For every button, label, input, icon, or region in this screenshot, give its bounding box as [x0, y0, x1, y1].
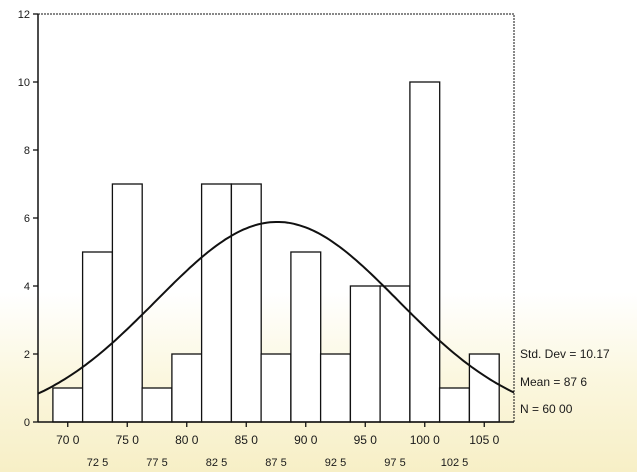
histogram-bar [230, 183, 262, 423]
stats-box: Std. Dev = 10.17 Mean = 87 6 N = 60 00 [520, 347, 610, 416]
x-tick-label: 95 0 [354, 433, 378, 447]
x-tick-label: 100 0 [410, 433, 440, 447]
x-tick-label: 80 0 [175, 433, 199, 447]
x-ticks: 70 0 75 0 80 0 85 0 90 0 95 0 100 0 105 0 72 5 77… [56, 422, 500, 469]
x-tick-label: 75 0 [116, 433, 140, 447]
n-label: N = 60 00 [520, 402, 573, 416]
histogram-bar [171, 353, 203, 423]
y-tick-label: 12 [18, 9, 30, 21]
std-dev-label: Std. Dev = 10.17 [520, 347, 610, 361]
y-tick-label: 0 [24, 417, 30, 429]
x-tick-label-secondary: 97 5 [384, 457, 405, 469]
histogram-bar [379, 285, 411, 423]
x-tick-label-secondary: 92 5 [325, 457, 346, 469]
y-tick-label: 6 [24, 213, 30, 225]
histogram-bar [349, 285, 381, 423]
x-tick-label-secondary: 87 5 [265, 457, 286, 469]
histogram-bar [200, 183, 233, 423]
x-tick-label: 105 0 [469, 433, 499, 447]
histogram-bar [260, 353, 292, 423]
histogram-bar [438, 387, 471, 423]
histogram-bar [52, 387, 84, 423]
y-tick-label: 2 [24, 349, 30, 361]
bars-layer [52, 81, 500, 423]
x-tick-label: 90 0 [294, 433, 318, 447]
histogram-bar [141, 387, 173, 423]
y-ticks: 0 2 4 6 8 10 12 [18, 9, 38, 429]
y-tick-label: 8 [24, 145, 30, 157]
x-tick-label-secondary: 72 5 [87, 457, 108, 469]
histogram-bar [468, 353, 500, 423]
x-tick-label: 85 0 [235, 433, 259, 447]
x-tick-label-secondary: 77 5 [146, 457, 167, 469]
histogram-bar [319, 353, 352, 423]
histogram-bar [409, 81, 441, 423]
mean-label: Mean = 87 6 [520, 375, 587, 389]
normal-curve [37, 221, 515, 395]
y-tick-label: 4 [24, 281, 30, 293]
histogram-bar [290, 251, 322, 423]
x-tick-label: 70 0 [56, 433, 80, 447]
x-tick-label-secondary: 82 5 [206, 457, 227, 469]
x-tick-label-secondary: 102 5 [441, 457, 469, 469]
histogram-bar [81, 251, 114, 423]
y-tick-label: 10 [18, 77, 30, 89]
histogram-bar [111, 183, 143, 423]
